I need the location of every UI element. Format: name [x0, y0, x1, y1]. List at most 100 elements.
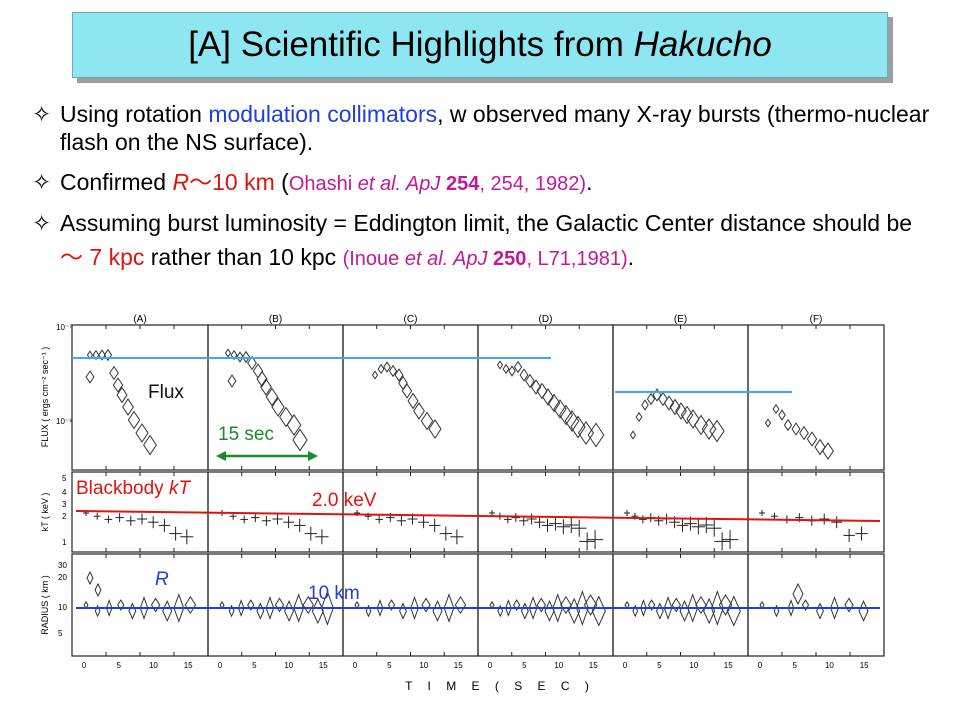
- blackbody-annotation: Blackbody kT: [76, 478, 191, 499]
- data-diamond: [162, 600, 173, 622]
- bullet-3-text-c: rather than 10 kpc: [144, 244, 343, 270]
- x-tick-label: 5: [387, 661, 392, 670]
- data-diamond: [695, 595, 707, 615]
- x-tick-label: 0: [488, 661, 493, 670]
- bullet-2-km: 10 km: [212, 169, 275, 195]
- bullet-2-text-a: Confirmed: [60, 169, 173, 195]
- data-diamond: [559, 404, 573, 426]
- data-diamond: [371, 370, 379, 380]
- data-diamond: [135, 423, 149, 443]
- bullet-2-tilde: 〜: [189, 169, 213, 195]
- bullet-1-text-c: , w observed many X-ray bursts (thermo-n…: [60, 101, 930, 155]
- data-diamond: [570, 415, 586, 439]
- data-diamond: [109, 365, 119, 381]
- radius-tick-label: 10: [58, 603, 67, 612]
- data-diamond: [646, 392, 656, 406]
- data-diamond: [227, 374, 237, 388]
- x-tick-label: 5: [522, 661, 527, 670]
- data-diamond: [583, 594, 598, 616]
- radius-tick-label: 30: [58, 561, 67, 570]
- data-diamond: [791, 422, 801, 436]
- kt-tick-label: 5: [62, 474, 67, 483]
- panel-letter: (D): [539, 314, 553, 325]
- radius-tick-label: 20: [58, 573, 67, 582]
- x-tick-label: 15: [184, 661, 193, 670]
- panel-box: [207, 324, 344, 471]
- blackbody-kt: kT: [169, 478, 192, 499]
- data-diamond: [256, 602, 265, 620]
- data-diamond: [783, 418, 793, 432]
- kt-tick-label: 4: [62, 488, 67, 497]
- panel-box: [71, 553, 209, 657]
- data-diamond: [822, 442, 834, 460]
- data-diamond: [420, 411, 434, 431]
- bullet-3-ref-etal: et al.: [404, 248, 454, 270]
- data-diamond: [394, 368, 404, 382]
- panel-box: [612, 324, 749, 471]
- bullet-3-ref-volume: 250: [487, 248, 527, 270]
- bullet-3-close: .: [627, 244, 635, 270]
- kt-tick-label: 2: [62, 512, 67, 521]
- data-diamond: [675, 402, 687, 420]
- radius-tick-label: 5: [58, 629, 63, 638]
- flux-axis-label: FLUX ( ergs cm⁻² sec⁻¹ ): [40, 347, 50, 448]
- bullet-2-ref-author: Ohashi: [288, 173, 358, 195]
- bullet-1: ✧ Using rotation modulation collimators,…: [32, 100, 932, 156]
- bullet-2-ref-volume: 254: [440, 173, 480, 195]
- data-diamond: [536, 382, 548, 400]
- data-diamond: [591, 595, 606, 627]
- x-tick-label: 5: [792, 661, 797, 670]
- data-diamond: [122, 398, 134, 416]
- data-diamond: [224, 348, 232, 358]
- x-tick-label: 10: [284, 661, 293, 670]
- data-diamond: [858, 600, 869, 622]
- panel-letter: (C): [404, 314, 418, 325]
- bullet-2: ✧ Confirmed R〜10 km (Ohashi et al. ApJ 2…: [32, 168, 932, 198]
- bullet-2-open: (: [274, 169, 289, 195]
- data-diamond: [799, 425, 809, 441]
- data-diamond: [86, 570, 94, 586]
- data-diamond: [502, 363, 510, 375]
- data-diamond: [116, 386, 128, 404]
- bullet-3: ✧ Assuming burst luminosity = Eddington …: [32, 206, 932, 276]
- data-diamond: [150, 597, 161, 613]
- data-diamond: [669, 398, 681, 416]
- data-diamond: [680, 405, 694, 425]
- star-bullet-icon: ✧: [32, 210, 52, 236]
- data-diamond: [520, 602, 529, 620]
- data-diamond: [398, 375, 408, 391]
- data-diamond: [772, 403, 780, 415]
- data-diamond: [530, 379, 542, 395]
- kt-tick-label: 3: [62, 500, 67, 509]
- x-tick-label: 0: [758, 661, 763, 670]
- data-diamond: [726, 595, 741, 627]
- x-tick-label: 0: [218, 661, 223, 670]
- data-diamond: [694, 414, 708, 436]
- x-tick-label: 10: [689, 661, 698, 670]
- data-diamond: [260, 378, 272, 396]
- data-diamond: [778, 409, 786, 421]
- data-diamond: [271, 397, 285, 417]
- data-diamond: [536, 597, 546, 613]
- data-diamond: [519, 368, 529, 382]
- data-diamond: [513, 360, 523, 374]
- data-diamond: [587, 422, 605, 448]
- bullet-2-ref-journal: et al. ApJ: [357, 173, 441, 195]
- data-diamond: [388, 364, 398, 378]
- kev-annotation: 2.0 keV: [312, 490, 377, 511]
- data-diamond: [274, 597, 285, 613]
- x-tick-label: 15: [319, 661, 328, 670]
- kt-axis-label: kT ( keV ): [40, 493, 50, 532]
- r-annotation: R: [155, 569, 169, 590]
- x-tick-label: 0: [623, 661, 628, 670]
- bullet-2-r: R: [172, 169, 190, 195]
- panel-letter: (A): [133, 314, 146, 325]
- panel-box: [342, 471, 479, 553]
- burst-figure: (A)0 5 10 15(B)0 5 10 15(C)0 5 10 15(D)0 5 10 15(E)0…: [40, 314, 885, 693]
- x-tick-label: 15: [860, 661, 869, 670]
- bullet-3-tilde: 〜: [60, 244, 83, 270]
- radius-axis-label: RADIUS ( km ): [40, 575, 50, 635]
- x-tick-label: 10: [554, 661, 563, 670]
- data-diamond: [544, 600, 555, 622]
- data-diamond: [377, 363, 385, 375]
